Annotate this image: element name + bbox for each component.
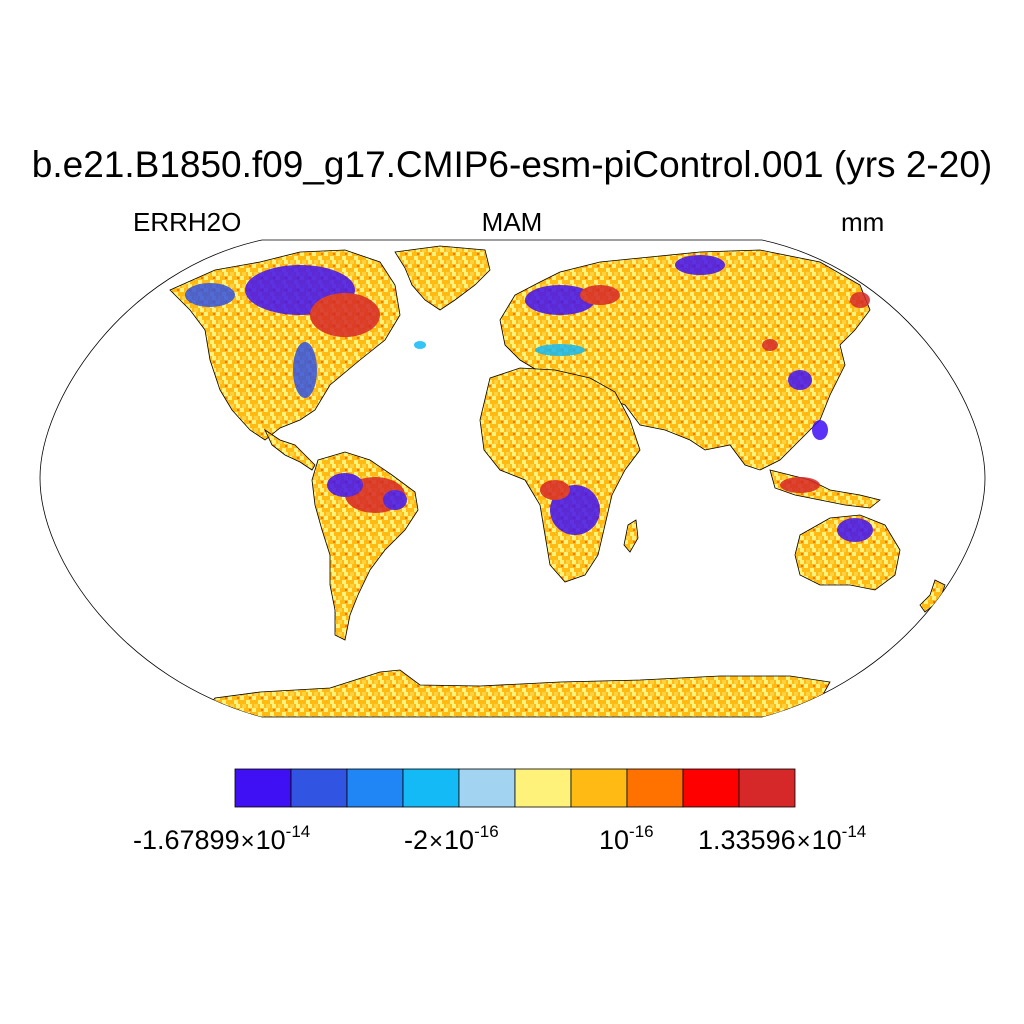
australia (794, 514, 901, 591)
greenland (394, 245, 491, 311)
antarctica (199, 669, 831, 717)
season-label: MAM (481, 207, 543, 237)
colorbar-box-8 (682, 768, 740, 808)
colorbar-box-0 (234, 768, 292, 808)
colorbar-label-3: 1.33596×10-14 (698, 822, 867, 855)
colorbar-box-3 (402, 768, 460, 808)
africa (479, 367, 641, 583)
land-masses (169, 245, 946, 717)
colorbar-label-2: 10-16 (599, 822, 654, 855)
colorbar-box-4 (458, 768, 516, 808)
colorbar-box-7 (626, 768, 684, 808)
colorbar (234, 768, 796, 808)
anomaly-patches (185, 255, 873, 542)
colorbar-box-2 (346, 768, 404, 808)
variable-label: ERRH2O (133, 207, 242, 237)
colorbar-box-6 (570, 768, 628, 808)
central-america (264, 428, 316, 471)
map-title: b.e21.B1850.f09_g17.CMIP6-esm-piControl.… (31, 144, 993, 185)
new-zealand (919, 579, 946, 613)
colorbar-label-1: -2×10-16 (404, 822, 499, 855)
colorbar-box-5 (514, 768, 572, 808)
colorbar-box-1 (290, 768, 348, 808)
units-label: mm (841, 207, 885, 237)
colorbar-label-0: -1.67899×10-14 (133, 822, 311, 855)
madagascar (623, 519, 639, 553)
colorbar-box-9 (738, 768, 796, 808)
